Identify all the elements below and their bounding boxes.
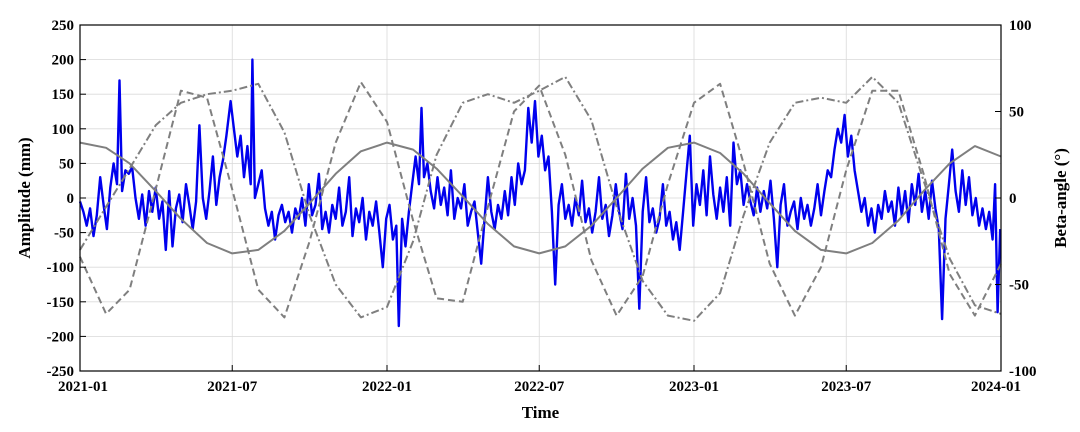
y2-axis-title: Beta-angle (°): [1051, 148, 1070, 248]
beta-angle-solid-series-line: [79, 141, 1002, 255]
y-tick-label: 100: [52, 122, 75, 138]
y2-tick-label: 100: [1009, 18, 1032, 34]
y-tick-label: 200: [52, 53, 75, 69]
y-tick-label: -200: [47, 329, 75, 345]
y2-tick-label: -100: [1009, 364, 1037, 380]
beta-angle-dashed-series-line: [79, 81, 1002, 319]
y-axis-title: Amplitude (mm): [15, 137, 34, 258]
axis-layer: -250 -200 -150 -100 -50 0 50 100 150 200 250 -100 -5…: [47, 18, 1037, 395]
y-tick-label: -250: [47, 364, 75, 380]
y2-tick-label: 0: [1009, 191, 1017, 207]
beta-angle-dashdot-series-line: [79, 75, 1002, 322]
x-tick-label: 2024-01: [971, 379, 1021, 395]
x-tick-label: 2022-07: [514, 379, 564, 395]
y-tick-label: 150: [52, 87, 75, 103]
x-tick-label: 2022-01: [362, 379, 412, 395]
x-tick-label: 2023-01: [669, 379, 719, 395]
grid-layer: [80, 25, 1001, 371]
amplitude-series-line: [78, 58, 1002, 328]
x-tick-label: 2021-07: [207, 379, 257, 395]
y-tick-label: -50: [54, 226, 74, 242]
y-tick-label: 50: [59, 156, 74, 172]
x-axis-title: Time: [522, 403, 560, 422]
y-tick-label: 0: [67, 191, 75, 207]
y-tick-label: -100: [47, 260, 75, 276]
y-tick-label: -150: [47, 295, 75, 311]
x-tick-label: 2021-01: [58, 379, 108, 395]
series-layer: [78, 58, 1002, 328]
y-tick-label: 250: [52, 18, 75, 34]
y2-tick-label: -50: [1009, 278, 1029, 294]
x-tick-label: 2023-07: [821, 379, 871, 395]
y2-tick-label: 50: [1009, 105, 1024, 121]
